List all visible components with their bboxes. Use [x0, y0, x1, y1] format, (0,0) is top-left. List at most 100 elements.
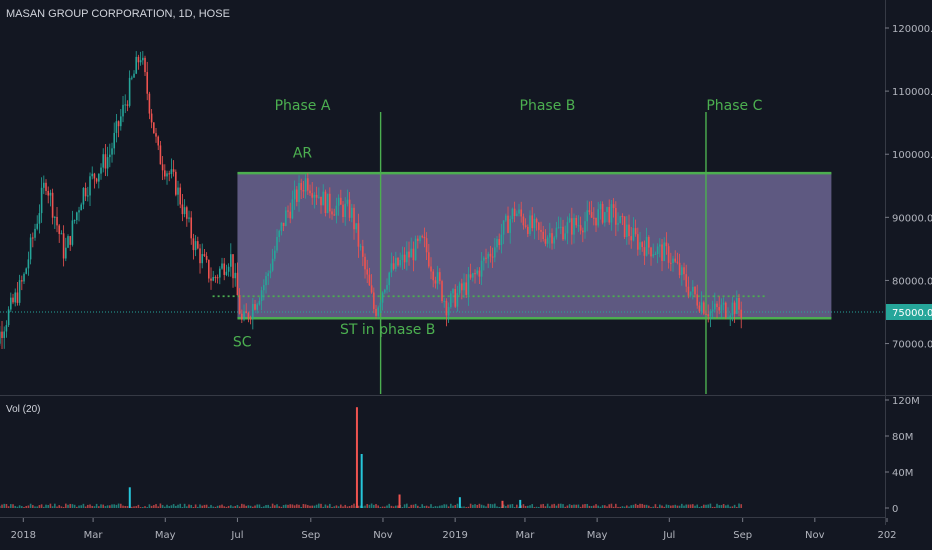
volume-bar-148 [311, 505, 314, 508]
volume-bar-137 [287, 504, 289, 508]
candle-body-323 [696, 294, 699, 306]
volume-bar-34 [60, 506, 63, 508]
volume-bar-292 [628, 506, 630, 508]
candle-body-60 [117, 121, 120, 127]
volume-bar-342 [738, 503, 740, 508]
candle-body-142 [298, 183, 300, 202]
candle-body-199 [423, 236, 426, 239]
volume-bar-296 [637, 505, 639, 508]
candle-body-216 [461, 283, 463, 291]
volume-bar-43 [80, 505, 83, 508]
volume-bar-158 [333, 506, 336, 508]
candle-body-106 [219, 268, 221, 278]
candle-body-306 [659, 244, 661, 247]
volume-bar-105 [216, 505, 219, 508]
volume-bar-53 [102, 504, 105, 508]
candle-body-102 [210, 278, 212, 281]
volume-tick-label: 120M [892, 396, 920, 407]
volume-bar-56 [109, 505, 111, 508]
candle-body-56 [109, 154, 111, 158]
candle-body-287 [617, 223, 619, 225]
candle-body-70 [139, 60, 142, 63]
candle-body-118 [245, 311, 248, 314]
volume-indicator-label[interactable]: Vol (20) [6, 404, 41, 415]
candle-body-177 [375, 308, 377, 316]
candle-body-41 [76, 212, 78, 221]
candle-body-71 [142, 57, 144, 61]
candle-body-30 [51, 192, 54, 218]
candle-body-338 [729, 315, 732, 318]
candle-body-170 [359, 246, 362, 248]
volume-bar-281 [604, 505, 606, 508]
candle-body-298 [641, 242, 644, 248]
candle-body-207 [441, 281, 443, 302]
volume-bar-327 [705, 504, 707, 508]
volume-bar-252 [540, 504, 542, 508]
candle-body-140 [293, 189, 296, 200]
volume-bar-325 [700, 506, 703, 508]
volume-bar-86 [175, 505, 177, 508]
candle-body-310 [667, 246, 670, 263]
candle-body-239 [511, 208, 514, 219]
volume-bar-112 [232, 506, 234, 508]
volume-bar-87 [177, 504, 179, 508]
volume-bar-241 [516, 504, 518, 508]
volume-bar-116 [241, 503, 243, 508]
candle-body-180 [381, 292, 384, 303]
volume-bar-227 [485, 506, 487, 508]
candle-body-49 [93, 173, 96, 179]
candle-body-188 [399, 259, 402, 266]
volume-bar-174 [368, 504, 371, 508]
candle-body-299 [643, 247, 646, 256]
volume-bar-11 [10, 504, 12, 508]
candle-body-91 [186, 207, 188, 219]
volume-bar-149 [313, 505, 316, 508]
volume-bar-332 [716, 503, 718, 508]
volume-bar-30 [51, 506, 54, 508]
volume-tick-label: 80M [892, 432, 913, 443]
candle-body-67 [133, 73, 135, 78]
volume-bar-46 [87, 504, 89, 508]
volume-bar-36 [65, 503, 67, 508]
time-tick-label: May [155, 530, 176, 541]
volume-bar-240 [513, 507, 516, 508]
volume-bar-207 [441, 505, 443, 508]
candle-body-221 [472, 273, 474, 278]
candle-body-202 [430, 266, 432, 272]
volume-bar-260 [557, 503, 560, 508]
candle-body-318 [685, 274, 688, 287]
candle-body-103 [212, 277, 215, 281]
volume-bar-175 [370, 503, 373, 508]
volume-bar-107 [221, 504, 223, 508]
candle-body-334 [720, 304, 723, 311]
candle-body-28 [47, 190, 50, 196]
candle-body-69 [137, 56, 140, 63]
candle-body-162 [342, 204, 344, 218]
candle-body-144 [302, 189, 305, 192]
price-tick-label: 80000.0 [892, 276, 932, 287]
volume-bar-29 [49, 503, 52, 508]
candle-body-104 [214, 277, 217, 279]
volume-bar-72 [144, 506, 146, 508]
price-tick-label: 120000.0 [892, 24, 932, 35]
candle-body-189 [401, 254, 404, 260]
candle-body-296 [637, 234, 639, 250]
candle-body-62 [122, 104, 124, 117]
candle-body-339 [731, 302, 734, 316]
candle-body-213 [454, 289, 457, 307]
volume-bar-195 [414, 503, 417, 508]
volume-bar-271 [582, 504, 584, 508]
volume-bar-84 [170, 505, 173, 508]
volume-bar-28 [47, 504, 50, 508]
volume-bar-32 [56, 506, 58, 508]
candle-body-281 [604, 212, 606, 223]
candle-body-245 [524, 225, 527, 227]
candle-body-329 [709, 311, 712, 317]
volume-spike-6 [519, 499, 522, 508]
candle-body-139 [291, 199, 294, 219]
volume-bar-289 [621, 506, 624, 508]
volume-bar-255 [546, 503, 549, 508]
volume-bar-14 [16, 506, 19, 508]
volume-bar-103 [212, 506, 215, 508]
